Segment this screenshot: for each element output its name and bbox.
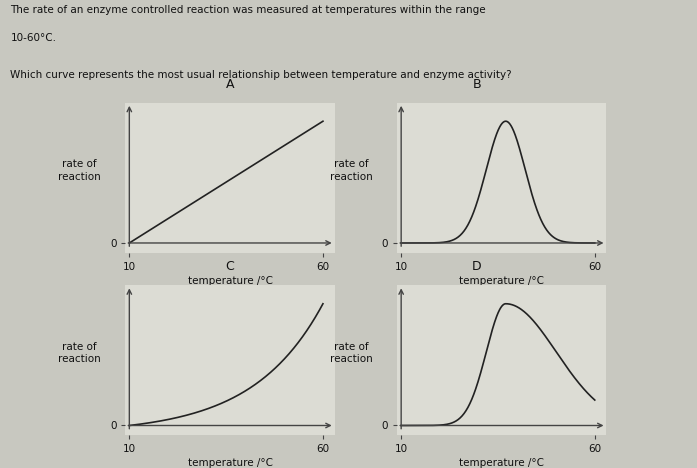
- Text: D: D: [472, 261, 482, 273]
- Text: C: C: [226, 261, 234, 273]
- X-axis label: temperature /°C: temperature /°C: [187, 459, 273, 468]
- Text: B: B: [473, 78, 481, 91]
- Text: rate of
reaction: rate of reaction: [58, 159, 101, 182]
- Text: rate of
reaction: rate of reaction: [330, 159, 373, 182]
- X-axis label: temperature /°C: temperature /°C: [187, 276, 273, 286]
- Text: A: A: [226, 78, 234, 91]
- Text: Which curve represents the most usual relationship between temperature and enzym: Which curve represents the most usual re…: [10, 70, 512, 80]
- X-axis label: temperature /°C: temperature /°C: [459, 276, 544, 286]
- Text: The rate of an enzyme controlled reaction was measured at temperatures within th: The rate of an enzyme controlled reactio…: [10, 5, 486, 15]
- Text: rate of
reaction: rate of reaction: [330, 342, 373, 364]
- Text: rate of
reaction: rate of reaction: [58, 342, 101, 364]
- X-axis label: temperature /°C: temperature /°C: [459, 459, 544, 468]
- Text: 10-60°C.: 10-60°C.: [10, 33, 56, 43]
